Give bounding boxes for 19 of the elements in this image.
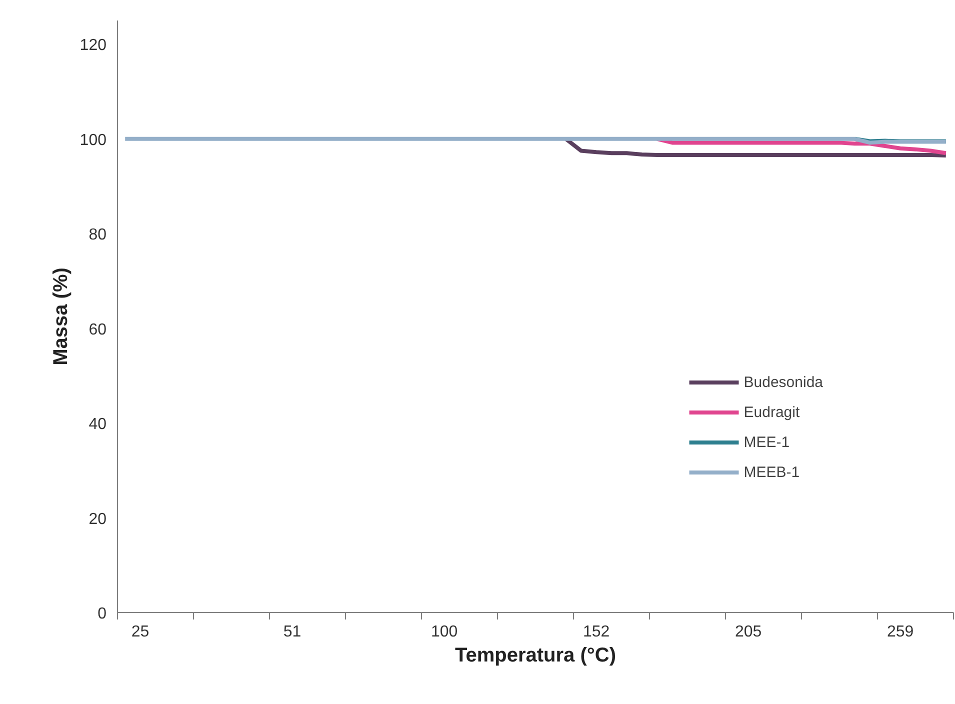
legend-label: MEE-1	[744, 434, 790, 450]
x-tick-label: 100	[430, 624, 458, 640]
y-tick-label: 60	[88, 321, 107, 338]
x-tick-label: 205	[734, 624, 762, 640]
x-axis-title: Temperatura (°C)	[455, 644, 616, 666]
legend-label: Eudragit	[744, 404, 800, 420]
y-tick-label: 100	[80, 132, 107, 149]
x-tick-label: 51	[283, 624, 302, 640]
y-tick-label: 0	[98, 606, 107, 622]
y-axis-title: Massa (%)	[50, 268, 72, 366]
legend-label: Budesonida	[744, 374, 823, 390]
legend-label: MEEB-1	[744, 464, 800, 480]
x-tick-label: 152	[582, 624, 610, 640]
x-tick-label: 259	[886, 624, 914, 640]
y-tick-label: 40	[88, 416, 107, 434]
y-tick-label: 120	[80, 37, 107, 54]
x-tick-label: 25	[131, 624, 150, 640]
y-tick-label: 20	[88, 510, 107, 528]
y-tick-label: 80	[88, 226, 107, 244]
